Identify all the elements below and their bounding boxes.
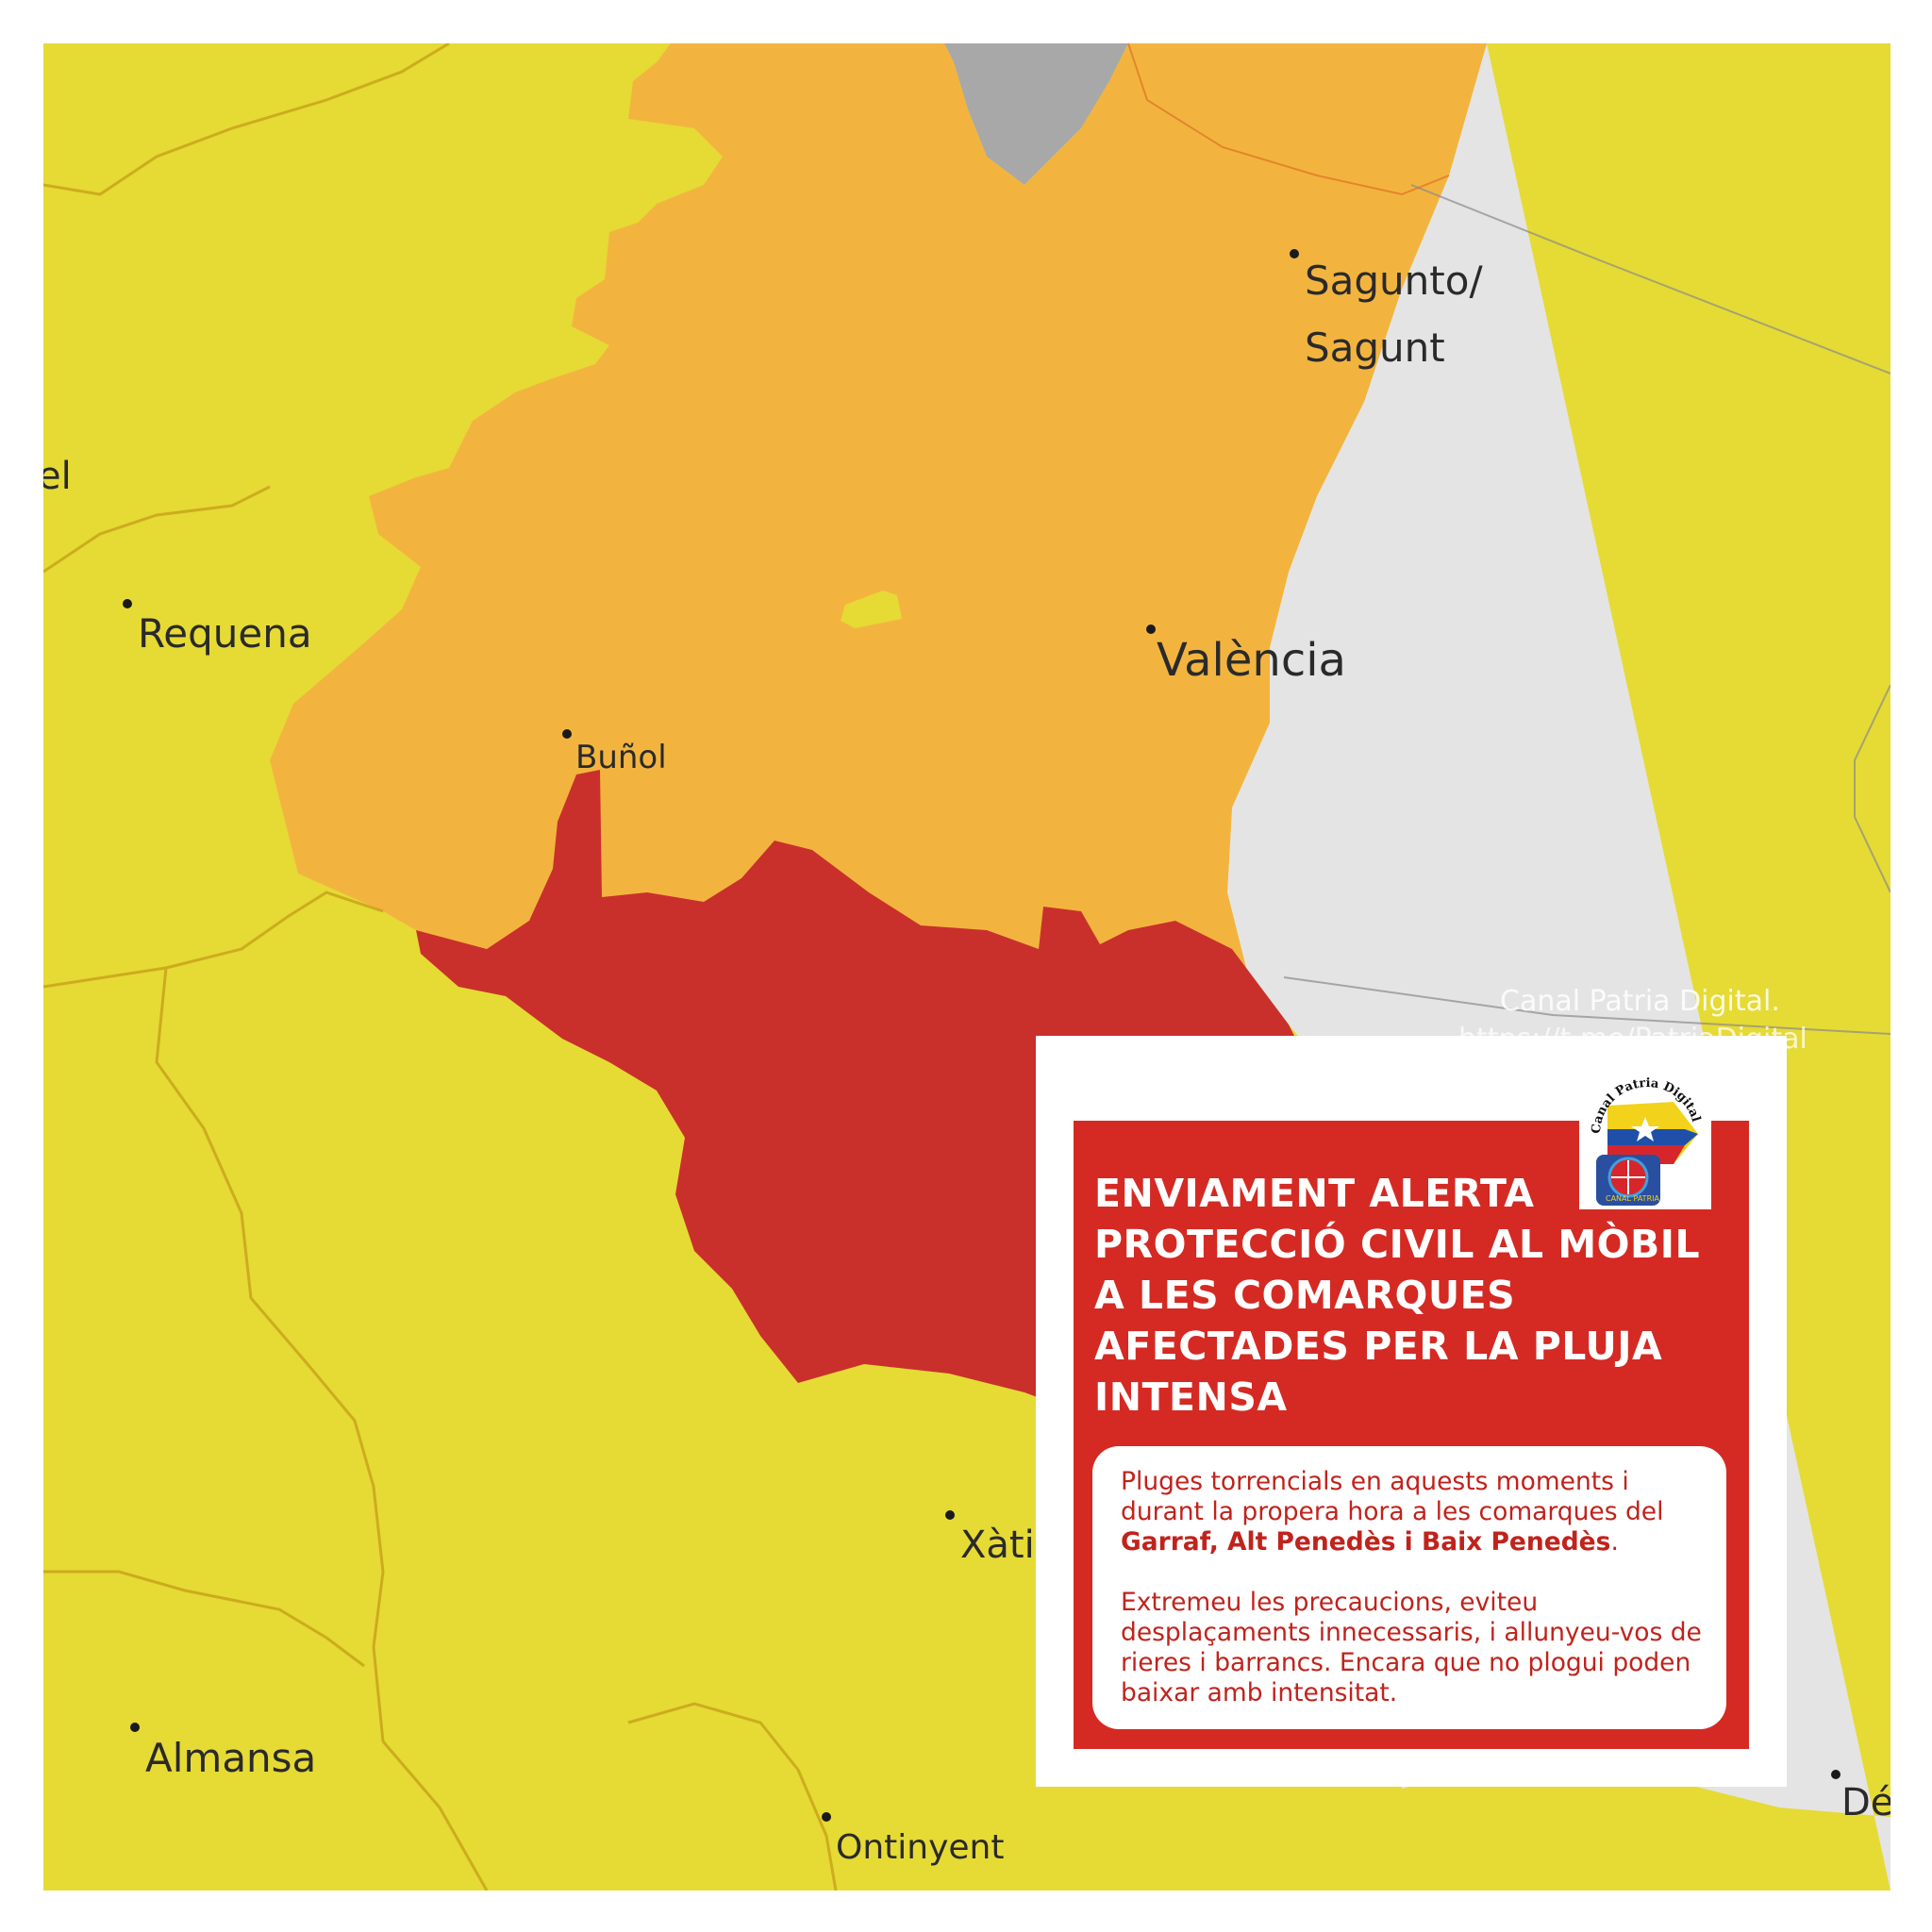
city-label: el: [43, 455, 72, 498]
affected-comarques: Garraf, Alt Penedès i Baix Penedès: [1121, 1527, 1611, 1557]
city-label: Requena: [138, 610, 312, 657]
coast-borders: [1127, 43, 1450, 196]
city-almansa: Almansa: [130, 1723, 316, 1781]
city-valencia: València: [1146, 625, 1346, 687]
city-label: Buñol: [575, 739, 667, 776]
yellow-enclave: [841, 591, 902, 628]
city-dot: [822, 1812, 831, 1822]
city-xativa: Xàti: [945, 1510, 1035, 1567]
alert-panel: ENVIAMENT ALERTA PROTECCIÓ CIVIL AL MÒBI…: [1074, 1121, 1749, 1749]
city-label: Xàti: [960, 1524, 1035, 1567]
region-borders: [43, 43, 838, 1890]
channel-logo: Canal Patria Digital CANAL PATRIA: [1579, 1077, 1711, 1209]
city-label: Dé: [1841, 1781, 1890, 1824]
city-label: València: [1157, 634, 1346, 687]
city-dot: [562, 729, 572, 739]
alert-message-box: Pluges torrencials en aquests moments i …: [1092, 1446, 1726, 1729]
city-dot: [1290, 249, 1299, 258]
city-label: Ontinyent: [836, 1828, 1004, 1867]
city-dot: [1831, 1770, 1840, 1779]
city-label: Sagunt: [1305, 325, 1445, 371]
city-dot: [130, 1723, 140, 1732]
city-sagunto: Sagunto/ Sagunt: [1290, 249, 1483, 371]
city-denia-partial: Dé: [1831, 1770, 1890, 1824]
alert-advice-paragraph: Extremeu les precaucions, eviteu desplaç…: [1121, 1588, 1702, 1707]
city-dot: [945, 1510, 955, 1520]
city-requena: Requena: [123, 599, 312, 657]
city-label: Almansa: [145, 1735, 316, 1781]
city-bunol: Buñol: [562, 729, 667, 776]
city-label: Sagunto/: [1305, 258, 1483, 304]
alert-card: ENVIAMENT ALERTA PROTECCIÓ CIVIL AL MÒBI…: [1036, 1036, 1787, 1787]
city-dot: [123, 599, 132, 608]
alert-message-paragraph: Pluges torrencials en aquests moments i …: [1121, 1467, 1704, 1557]
grey-land-patch: [944, 43, 1128, 185]
orange-warning-zone: [270, 43, 1487, 968]
city-partial-el: el: [43, 455, 72, 498]
city-ontinyent: Ontinyent: [822, 1812, 1004, 1867]
logo-text: CANAL PATRIA: [1606, 1194, 1659, 1203]
message-text: Pluges torrencials en aquests moments i …: [1121, 1467, 1664, 1526]
alert-title: ENVIAMENT ALERTA PROTECCIÓ CIVIL AL MÒBI…: [1094, 1171, 1701, 1420]
city-dot: [1146, 625, 1156, 634]
channel-logo-icon: Canal Patria Digital CANAL PATRIA: [1579, 1077, 1711, 1209]
sea-boundaries: [1283, 184, 1890, 1035]
message-text: .: [1610, 1527, 1619, 1557]
watermark-channel-name: Canal Patria Digital.: [1500, 985, 1780, 1018]
